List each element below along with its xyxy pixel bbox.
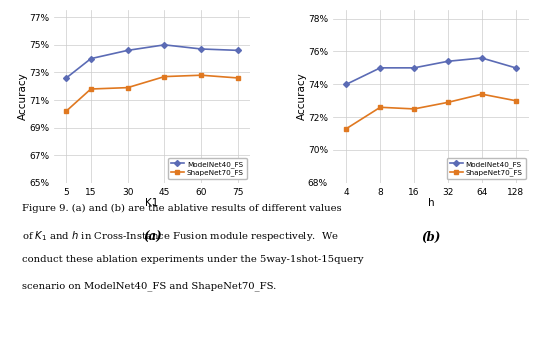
ModelNet40_FS	[235, 48, 241, 52]
ShapeNet70_FS	[235, 76, 241, 80]
ModelNet40_FS	[63, 76, 70, 80]
ModelNet40_FS	[411, 66, 417, 70]
Y-axis label: Accuracy: Accuracy	[296, 73, 307, 120]
Text: (b): (b)	[421, 231, 441, 244]
ShapeNet70_FS	[63, 109, 70, 113]
ShapeNet70_FS	[198, 73, 205, 77]
Y-axis label: Accuracy: Accuracy	[18, 73, 28, 120]
Text: (a): (a)	[143, 231, 161, 244]
ModelNet40_FS	[512, 66, 519, 70]
ShapeNet70_FS	[377, 105, 383, 109]
ModelNet40_FS	[161, 43, 168, 47]
ModelNet40_FS	[198, 47, 205, 51]
Legend: ModelNet40_FS, ShapeNet70_FS: ModelNet40_FS, ShapeNet70_FS	[168, 158, 247, 179]
Legend: ModelNet40_FS, ShapeNet70_FS: ModelNet40_FS, ShapeNet70_FS	[447, 158, 525, 179]
ModelNet40_FS	[343, 82, 349, 86]
X-axis label: h: h	[428, 198, 434, 208]
Line: ShapeNet70_FS: ShapeNet70_FS	[64, 73, 240, 113]
ShapeNet70_FS	[411, 107, 417, 111]
Text: Figure 9. (a) and (b) are the ablative results of different values: Figure 9. (a) and (b) are the ablative r…	[22, 204, 341, 213]
X-axis label: K1: K1	[145, 198, 159, 208]
ShapeNet70_FS	[124, 86, 131, 90]
ShapeNet70_FS	[87, 87, 94, 91]
ModelNet40_FS	[377, 66, 383, 70]
Line: ShapeNet70_FS: ShapeNet70_FS	[345, 92, 518, 131]
Text: conduct these ablation experiments under the 5way-1shot-15query: conduct these ablation experiments under…	[22, 255, 363, 264]
Line: ModelNet40_FS: ModelNet40_FS	[345, 56, 518, 86]
ShapeNet70_FS	[478, 92, 485, 96]
ModelNet40_FS	[478, 56, 485, 60]
ShapeNet70_FS	[343, 127, 349, 131]
Line: ModelNet40_FS: ModelNet40_FS	[64, 43, 240, 80]
ShapeNet70_FS	[445, 100, 451, 105]
ModelNet40_FS	[87, 57, 94, 61]
ModelNet40_FS	[124, 48, 131, 52]
ShapeNet70_FS	[161, 75, 168, 79]
ModelNet40_FS	[445, 59, 451, 63]
Text: scenario on ModelNet40_FS and ShapeNet70_FS.: scenario on ModelNet40_FS and ShapeNet70…	[22, 281, 276, 291]
ShapeNet70_FS	[512, 99, 519, 103]
Text: of $K_1$ and $h$ in Cross-Instance Fusion module respectively.  We: of $K_1$ and $h$ in Cross-Instance Fusio…	[22, 229, 339, 244]
